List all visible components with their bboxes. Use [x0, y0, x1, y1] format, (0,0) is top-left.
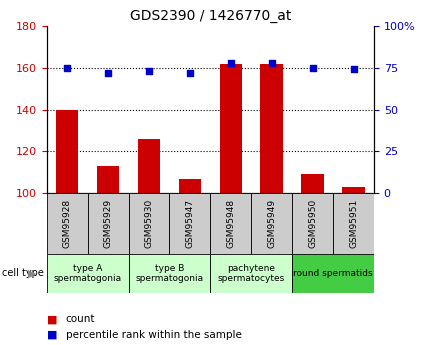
Point [64, 65, 71, 70]
Text: ■: ■ [47, 314, 57, 324]
Text: percentile rank within the sample: percentile rank within the sample [66, 330, 242, 340]
Point [227, 60, 234, 66]
Text: GSM95947: GSM95947 [185, 199, 194, 248]
Point [309, 65, 316, 70]
Text: GSM95951: GSM95951 [349, 199, 358, 248]
Bar [210, 254, 292, 293]
Bar [56, 110, 79, 193]
Bar [292, 254, 374, 293]
Text: GSM95929: GSM95929 [104, 199, 113, 248]
Text: GSM95948: GSM95948 [227, 199, 235, 248]
Text: type B
spermatogonia: type B spermatogonia [136, 264, 204, 283]
Bar [301, 174, 324, 193]
Text: GSM95950: GSM95950 [308, 199, 317, 248]
Bar [292, 193, 333, 254]
Bar [97, 166, 119, 193]
Bar [333, 193, 374, 254]
Bar [47, 254, 128, 293]
Text: count: count [66, 314, 95, 324]
Text: GSM95949: GSM95949 [267, 199, 276, 248]
Text: type A
spermatogonia: type A spermatogonia [54, 264, 122, 283]
Bar [220, 63, 242, 193]
Point [350, 67, 357, 72]
Bar [47, 193, 88, 254]
Text: pachytene
spermatocytes: pachytene spermatocytes [218, 264, 285, 283]
Bar [178, 179, 201, 193]
Point [268, 60, 275, 66]
Point [187, 70, 193, 76]
Bar [170, 193, 210, 254]
Text: ▶: ▶ [28, 268, 36, 278]
Bar [210, 193, 251, 254]
Title: GDS2390 / 1426770_at: GDS2390 / 1426770_at [130, 9, 291, 23]
Point [105, 70, 111, 76]
Bar [138, 139, 160, 193]
Bar [88, 193, 128, 254]
Text: ■: ■ [47, 330, 57, 340]
Text: cell type: cell type [2, 268, 44, 278]
Point [146, 68, 153, 74]
Bar [342, 187, 365, 193]
Bar [128, 254, 210, 293]
Text: GSM95930: GSM95930 [144, 199, 153, 248]
Bar [128, 193, 170, 254]
Text: GSM95928: GSM95928 [63, 199, 72, 248]
Bar [261, 63, 283, 193]
Bar [251, 193, 292, 254]
Text: round spermatids: round spermatids [293, 269, 373, 278]
